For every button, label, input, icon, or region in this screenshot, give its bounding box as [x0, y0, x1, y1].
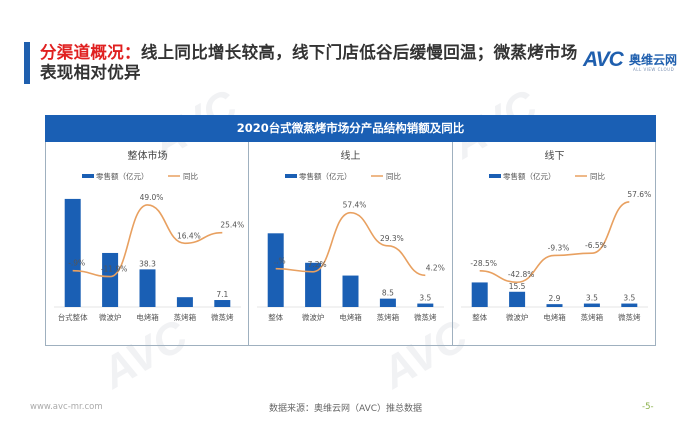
- legend-bar-swatch: [488, 174, 501, 178]
- category-label: 微波炉: [99, 312, 122, 322]
- title-highlight: 分渠道概况：: [40, 43, 141, 62]
- panel-title: 线上: [341, 149, 361, 162]
- yoy-label: ..%: [274, 257, 286, 266]
- yoy-label: -28.5%: [470, 259, 497, 268]
- yoy-line: [479, 201, 630, 284]
- chart-title: 2020台式微蒸烤市场分产品结构销额及同比: [45, 115, 656, 142]
- panel-title: 线下: [544, 149, 564, 162]
- category-label: 微蒸烤: [618, 312, 641, 322]
- category-label: 微蒸烤: [414, 312, 437, 322]
- category-label: 蒸烤箱: [580, 312, 603, 322]
- bar-value-label: 7.1: [216, 290, 228, 299]
- panel-offline: 线下零售额（亿元） 同比整体 15.5 微波炉 2.9 电烤箱 3.5 蒸烤箱 3.5 微蒸烤 -2…: [453, 142, 655, 345]
- title-text: 线上同比增长较高，线下门店低谷后缓慢回温；微蒸烤市场表现相对优异: [40, 43, 578, 82]
- bar-value-label: 3.5: [623, 294, 635, 303]
- bar-value-label: 8.5: [382, 289, 394, 298]
- category-label: 整体: [269, 312, 284, 322]
- yoy-label: -.9%: [68, 259, 85, 268]
- yoy-label: 57.6%: [627, 190, 651, 199]
- bar-value-label: 2.9: [548, 294, 560, 303]
- category-label: 微蒸烤: [211, 312, 234, 322]
- legend-bar-swatch: [82, 174, 94, 178]
- logo-cn: 奥维云网: [629, 53, 678, 67]
- bar: [268, 233, 285, 307]
- category-label: 整体: [472, 312, 487, 322]
- page-title: 分渠道概况：线上同比增长较高，线下门店低谷后缓慢回温；微蒸烤市场表现相对优异: [40, 43, 580, 83]
- page-number: -5-: [642, 402, 654, 412]
- bar-value-label: 15.5: [508, 282, 525, 291]
- bar-value-label: 3.5: [586, 294, 598, 303]
- category-label: 电烤箱: [543, 312, 566, 322]
- footer-url: www.avc-mr.com: [30, 402, 103, 412]
- yoy-label: 7.2%: [308, 260, 327, 269]
- title-accent-bar: [24, 42, 30, 84]
- legend-line-label: 同比: [183, 171, 198, 181]
- yoy-label: 4.2%: [426, 263, 445, 272]
- yoy-label: -6.5%: [585, 241, 607, 250]
- category-label: 微波炉: [302, 312, 325, 322]
- yoy-label: 16.4%: [177, 231, 201, 240]
- legend-bar-swatch: [285, 174, 298, 178]
- logo-mark: AVC: [583, 48, 624, 71]
- panel-online: 线上零售额（亿元） 同比整体 微波炉 电烤箱 8.5 蒸烤箱 3.5 微蒸烤..% 7.2% 57…: [249, 142, 453, 345]
- panel-overall: 整体市场零售额（亿元） 同比台式整体 微波炉 38.3 电烤箱 蒸烤箱 7.1 微蒸烤 -.9%…: [46, 142, 250, 345]
- category-label: 台式整体: [58, 312, 88, 322]
- bar-value-label: 38.3: [139, 259, 156, 268]
- category-label: 电烤箱: [136, 312, 159, 322]
- yoy-line: [72, 204, 223, 278]
- avc-logo: AVC 奥维云网 ALL VIEW CLOUD: [583, 48, 683, 74]
- bar: [342, 275, 359, 307]
- bar: [471, 282, 488, 307]
- logo-en: ALL VIEW CLOUD: [633, 67, 675, 72]
- bar: [139, 269, 156, 307]
- bar: [380, 298, 397, 307]
- yoy-label: -9.3%: [547, 243, 569, 252]
- category-label: 蒸烤箱: [377, 312, 400, 322]
- legend-bar-label: 零售额（亿元）: [96, 171, 149, 181]
- bar: [620, 303, 637, 307]
- category-label: 电烤箱: [340, 312, 363, 322]
- bar: [102, 252, 119, 307]
- yoy-label: -42.8%: [507, 270, 534, 279]
- yoy-line: [276, 211, 426, 277]
- chart-panels: 整体市场零售额（亿元） 同比台式整体 微波炉 38.3 电烤箱 蒸烤箱 7.1 微蒸烤 -.9%…: [45, 142, 656, 346]
- bar: [64, 198, 81, 307]
- category-label: 蒸烤箱: [174, 312, 197, 322]
- legend-line-label: 同比: [386, 171, 401, 181]
- legend-line-label: 同比: [590, 171, 605, 181]
- yoy-label: 29.3%: [380, 234, 404, 243]
- legend-bar-label: 零售额（亿元）: [503, 171, 556, 181]
- bar: [583, 303, 600, 307]
- yoy-label: 49.0%: [140, 193, 164, 202]
- yoy-label: -11.9%: [101, 265, 128, 274]
- bar: [508, 291, 525, 307]
- bar: [546, 304, 563, 307]
- bar-value-label: 3.5: [420, 294, 432, 303]
- bar: [176, 297, 193, 307]
- footer-source: 数据来源：奥维云网（AVC）推总数据: [268, 404, 423, 414]
- yoy-label: 57.4%: [343, 201, 367, 210]
- category-label: 微波炉: [506, 312, 528, 322]
- bar: [214, 300, 231, 307]
- bar: [305, 262, 322, 307]
- panel-title: 整体市场: [128, 149, 168, 162]
- bar: [417, 303, 434, 307]
- yoy-label: 25.4%: [220, 221, 244, 230]
- legend-bar-label: 零售额（亿元）: [299, 171, 352, 181]
